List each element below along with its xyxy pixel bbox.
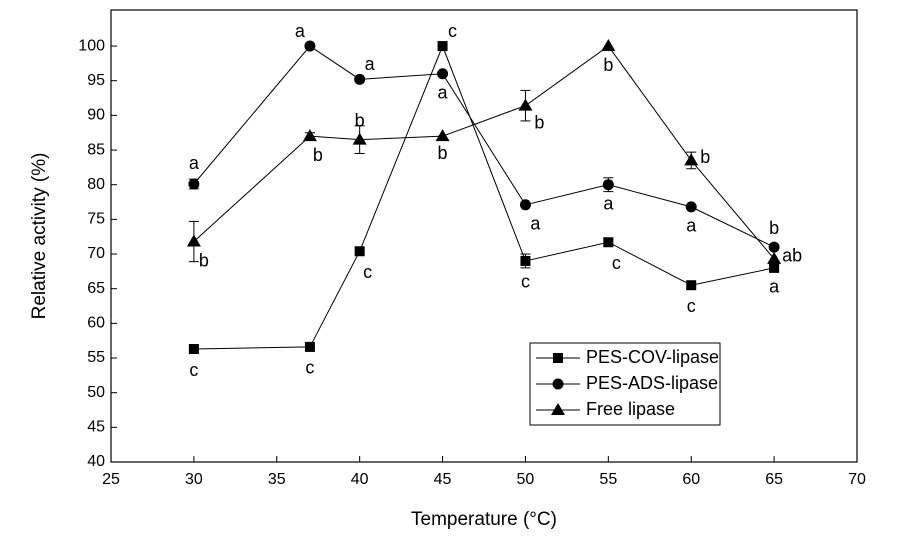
marker — [304, 341, 315, 352]
marker — [685, 201, 697, 213]
point-annotation: b — [700, 147, 710, 167]
point-annotation: b — [313, 145, 323, 165]
marker — [767, 251, 782, 264]
legend: PES-COV-lipase PES-ADS-lipase Free lipase — [529, 342, 721, 426]
marker — [684, 153, 699, 166]
x-tick-label: 40 — [351, 471, 369, 488]
point-annotation: a — [189, 153, 200, 173]
x-tick-label: 30 — [185, 471, 203, 488]
marker — [188, 178, 200, 190]
y-tick-label: 65 — [87, 280, 105, 297]
marker — [437, 41, 448, 52]
x-axis-label: Temperature (°C) — [411, 509, 557, 530]
legend-label: PES-COV-lipase — [586, 347, 719, 367]
x-tick-label: 55 — [599, 471, 617, 488]
marker — [769, 262, 780, 273]
x-tick-label: 35 — [268, 471, 286, 488]
point-annotation: c — [521, 272, 530, 292]
y-tick-label: 70 — [87, 245, 105, 262]
y-tick-label: 90 — [87, 107, 105, 124]
y-tick-label: 45 — [87, 419, 105, 436]
point-annotation: c — [687, 296, 696, 316]
y-tick-label: 55 — [87, 349, 105, 366]
point-annotation: c — [189, 360, 198, 380]
y-tick-label: 60 — [87, 315, 105, 332]
marker — [519, 199, 531, 211]
point-annotation: a — [295, 21, 306, 41]
y-tick-label: 85 — [87, 141, 105, 158]
point-annotation: b — [603, 55, 613, 75]
point-annotation: c — [612, 253, 621, 273]
series-line — [193, 45, 775, 248]
marker — [437, 68, 449, 80]
point-annotation: a — [686, 216, 697, 236]
y-tick-label: 80 — [87, 176, 105, 193]
marker — [551, 403, 565, 415]
point-annotation: c — [448, 21, 457, 41]
x-tick-label: 45 — [434, 471, 452, 488]
y-tick-label: 75 — [87, 211, 105, 228]
point-annotation: b — [769, 218, 779, 238]
point-annotation: a — [769, 277, 780, 297]
point-annotation: ab — [782, 246, 802, 266]
y-tick-label: 100 — [78, 37, 105, 54]
x-tick-label: 70 — [848, 471, 866, 488]
y-tick-label: 50 — [87, 384, 105, 401]
marker — [553, 353, 563, 363]
marker — [552, 378, 564, 390]
legend-label: Free lipase — [586, 399, 675, 419]
marker — [302, 129, 317, 142]
marker — [520, 255, 531, 266]
point-annotation: b — [199, 250, 209, 270]
point-annotation: b — [355, 110, 365, 130]
series-line — [193, 45, 775, 260]
point-annotation: a — [438, 83, 449, 103]
y-tick-label: 40 — [87, 453, 105, 470]
marker — [518, 98, 533, 111]
marker — [768, 241, 780, 253]
marker — [601, 39, 616, 52]
marker — [352, 132, 367, 145]
series-line — [193, 44, 775, 350]
marker — [186, 234, 201, 247]
marker — [602, 179, 614, 191]
marker — [686, 280, 697, 291]
point-annotation: a — [603, 193, 614, 213]
y-axis-label: Relative activity (%) — [29, 153, 50, 320]
marker — [188, 344, 199, 354]
plot-frame — [110, 9, 858, 463]
x-tick-label: 65 — [765, 471, 783, 488]
y-tick-label: 95 — [87, 72, 105, 89]
point-annotation: a — [530, 214, 541, 234]
x-tick-label: 25 — [102, 471, 120, 488]
point-annotation: c — [305, 358, 314, 378]
marker — [304, 40, 316, 52]
marker — [435, 129, 450, 142]
point-annotation: b — [534, 112, 544, 132]
point-annotation: c — [363, 262, 372, 282]
legend-label: PES-ADS-lipase — [586, 373, 718, 393]
marker — [603, 237, 614, 248]
point-annotation: b — [438, 143, 448, 163]
x-tick-label: 60 — [682, 471, 700, 488]
marker — [354, 73, 366, 85]
marker — [354, 246, 365, 257]
point-annotation: a — [365, 54, 376, 74]
x-tick-label: 50 — [517, 471, 535, 488]
